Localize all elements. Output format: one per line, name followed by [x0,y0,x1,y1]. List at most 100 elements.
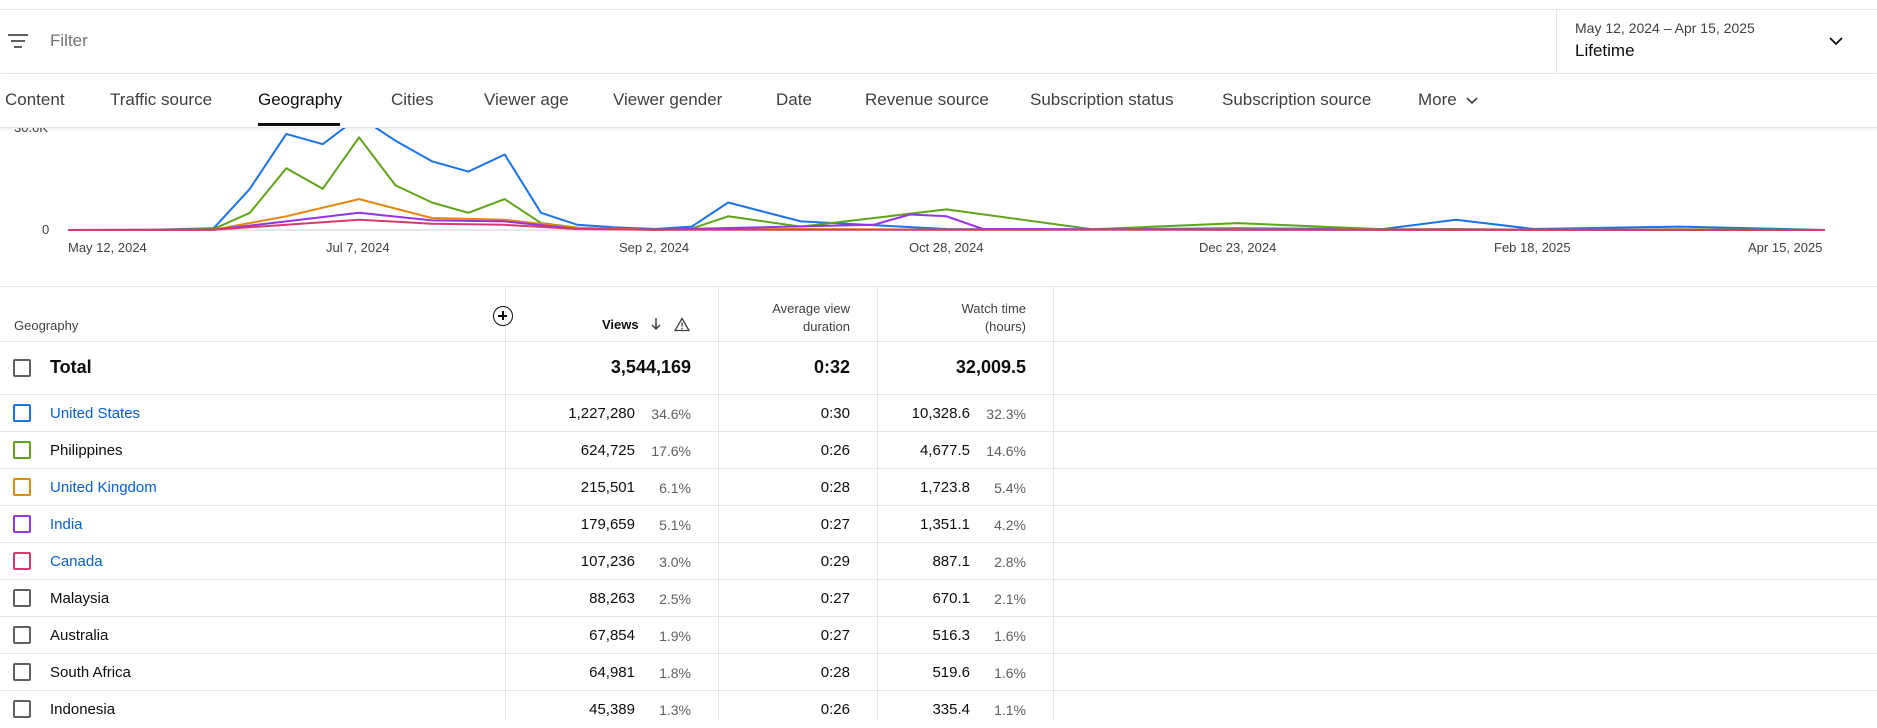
row-checkbox[interactable] [13,404,31,422]
table-row: Indonesia 45,389 1.3% 0:26 335.4 1.1% [0,690,1877,728]
watch-time-value: 1,351.1 [919,516,970,533]
tab-geography[interactable]: Geography [258,90,343,109]
chevron-down-icon [1466,96,1479,104]
watch-time-line1: Watch time [961,301,1026,316]
avg-view-duration-value: 0:26 [820,442,850,459]
country-name[interactable]: United States [50,405,141,422]
row-checkbox[interactable] [13,515,31,533]
date-range-label: Lifetime [1575,41,1635,60]
watch-time-percent: 5.4% [994,480,1026,496]
sort-descending-icon[interactable] [650,316,662,332]
tab-subscription-source[interactable]: Subscription source [1222,90,1372,109]
row-checkbox[interactable] [13,700,31,718]
chevron-down-icon[interactable] [1827,32,1845,50]
views-percent: 34.6% [651,406,691,422]
row-checkbox[interactable] [13,663,31,681]
x-tick-label: Jul 7, 2024 [326,240,390,255]
watch-time-value: 1,723.8 [919,479,970,496]
watch-time-value: 670.1 [932,590,970,607]
watch-time-percent: 2.8% [994,554,1026,570]
watch-time-percent: 1.1% [994,702,1026,718]
watch-time-value: 516.3 [932,627,970,644]
total-avg-view-duration: 0:32 [813,357,850,377]
table-row: United Kingdom 215,501 6.1% 0:28 1,723.8 5.4% [0,468,1877,506]
tab-revenue-source[interactable]: Revenue source [865,90,989,109]
watch-time-percent: 1.6% [994,628,1026,644]
series-line-united-states [68,115,1826,231]
watch-time-percent: 32.3% [986,406,1026,422]
row-checkbox[interactable] [13,589,31,607]
y-tick-zero: 0 [42,222,50,237]
table-total-row: Total 3,544,169 0:32 32,009.5 [0,341,1877,395]
table-row: South Africa 64,981 1.8% 0:28 519.6 1.6% [0,653,1877,691]
tab-traffic-source[interactable]: Traffic source [110,90,213,109]
chart-plot [67,115,1826,231]
column-header-avg-view-duration[interactable]: Average view duration [740,300,850,336]
views-value: 88,263 [589,590,635,607]
column-divider [505,287,506,721]
views-value: 215,501 [580,479,635,496]
tab-viewer-gender[interactable]: Viewer gender [613,90,723,109]
line-chart: 30.0K 0 [0,115,1877,265]
series-line-united-kingdom [67,198,1826,231]
tab-more-label: More [1418,90,1457,109]
watch-time-percent: 4.2% [994,517,1026,533]
views-percent: 17.6% [651,443,691,459]
row-checkbox[interactable] [13,626,31,644]
column-divider [1053,287,1054,721]
watch-time-value: 887.1 [932,553,970,570]
views-percent: 1.9% [659,628,691,644]
total-views: 3,544,169 [610,357,691,377]
country-name[interactable]: India [50,516,83,533]
filter-icon[interactable] [8,32,30,50]
country-name[interactable]: United Kingdom [50,479,157,496]
tab-cities[interactable]: Cities [391,90,434,109]
column-divider [877,287,878,721]
watch-time-value: 335.4 [932,701,970,718]
row-checkbox[interactable] [13,478,31,496]
country-name: Indonesia [50,701,116,718]
views-value: 107,236 [580,553,635,570]
x-tick-label: Apr 15, 2025 [1748,240,1823,255]
country-name: South Africa [50,664,131,681]
row-checkbox[interactable] [13,441,31,459]
x-tick-label: Oct 28, 2024 [909,240,984,255]
column-header-views[interactable]: Views [602,317,639,332]
total-label: Total [50,357,92,377]
country-name[interactable]: Canada [50,553,103,570]
date-range-selector[interactable]: May 12, 2024 – Apr 15, 2025 Lifetime [1556,10,1877,73]
dimension-tabs: Content Traffic source Geography Cities … [0,74,1877,128]
table-row: United States 1,227,280 34.6% 0:30 10,328.6 3… [0,394,1877,432]
tab-viewer-age[interactable]: Viewer age [484,90,569,109]
table-row: Australia 67,854 1.9% 0:27 516.3 1.6% [0,616,1877,654]
avg-view-duration-value: 0:28 [820,479,850,496]
country-name: Philippines [50,442,123,459]
views-value: 1,227,280 [568,405,635,422]
filter-bar: Filter May 12, 2024 – Apr 15, 2025 Lifet… [0,10,1877,74]
tab-date[interactable]: Date [776,90,812,109]
tab-subscription-status[interactable]: Subscription status [1030,90,1174,109]
warning-icon[interactable] [674,317,690,332]
avg-view-duration-value: 0:27 [820,627,850,644]
x-tick-label: Feb 18, 2025 [1494,240,1571,255]
column-header-watch-time[interactable]: Watch time (hours) [900,300,1026,336]
views-value: 45,389 [589,701,635,718]
country-name: Australia [50,627,109,644]
tab-more[interactable]: More [1418,90,1479,110]
column-header-geography[interactable]: Geography [14,318,79,333]
column-divider [718,287,719,721]
top-divider [0,9,1877,10]
table-row: India 179,659 5.1% 0:27 1,351.1 4.2% [0,505,1877,543]
avg-view-duration-value: 0:30 [820,405,850,422]
watch-time-percent: 2.1% [994,591,1026,607]
views-percent: 1.8% [659,665,691,681]
views-percent: 5.1% [659,517,691,533]
total-checkbox[interactable] [13,359,31,377]
views-percent: 3.0% [659,554,691,570]
row-checkbox[interactable] [13,552,31,570]
filter-input[interactable]: Filter [50,31,88,50]
avg-view-duration-value: 0:29 [820,553,850,570]
add-column-icon[interactable] [493,306,513,326]
x-tick-label: Sep 2, 2024 [619,240,690,255]
tab-content[interactable]: Content [5,90,65,109]
